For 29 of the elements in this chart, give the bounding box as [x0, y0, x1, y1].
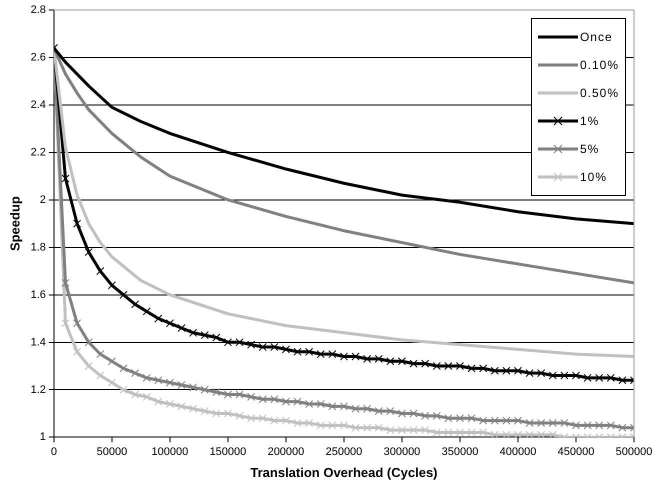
x-tick-label: 50000 — [96, 446, 128, 458]
y-tick-label: 1 — [40, 431, 46, 444]
x-tick-label: 250000 — [326, 446, 362, 458]
x-axis-title: Translation Overhead (Cycles) — [250, 464, 438, 480]
legend-label: 0.10% — [580, 58, 619, 72]
x-tick-label: 500000 — [616, 446, 652, 458]
y-tick-label: 2.4 — [30, 98, 46, 111]
legend-label: 1% — [580, 114, 600, 128]
x-tick-label: 450000 — [558, 446, 594, 458]
x-tick-label: 400000 — [500, 446, 536, 458]
y-tick-label: 2.6 — [30, 52, 46, 64]
y-tick-label: 1.2 — [30, 384, 46, 396]
x-tick-label: 100000 — [152, 446, 188, 458]
legend-label: 10% — [580, 170, 607, 184]
x-tick-label: 200000 — [268, 446, 304, 458]
y-tick-label: 1.6 — [30, 288, 46, 301]
y-tick-label: 1.8 — [30, 241, 46, 254]
x-tick-label: 150000 — [210, 446, 246, 458]
legend-label: 0.50% — [580, 86, 619, 100]
legend-label: 5% — [580, 142, 600, 156]
y-axis-title: Speedup — [7, 196, 22, 252]
y-tick-label: 2.8 — [30, 4, 46, 16]
y-tick-label: 2.2 — [30, 146, 46, 158]
legend-label: Once — [580, 30, 613, 44]
y-tick-label: 1.4 — [30, 336, 46, 348]
x-tick-label: 0 — [50, 446, 57, 458]
x-tick-label: 300000 — [384, 446, 420, 458]
y-tick-label: 2 — [40, 194, 46, 206]
x-tick-label: 350000 — [442, 446, 478, 458]
